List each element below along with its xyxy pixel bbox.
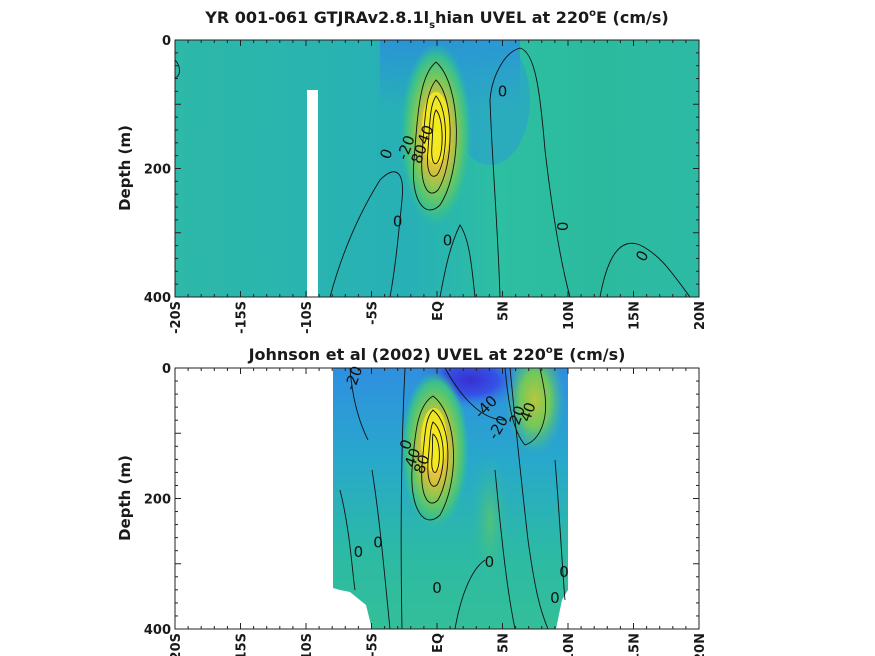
x-tick-label: -15S xyxy=(235,301,250,334)
x-tick-label: 15N xyxy=(628,301,643,330)
x-tick-label: -20S xyxy=(169,301,184,334)
bottom-x-tick-marks xyxy=(174,367,700,630)
top-title-end: E (cm/s) xyxy=(596,8,669,27)
x-tick-label: 10N xyxy=(562,301,577,330)
bottom-title-degree: o xyxy=(546,345,553,356)
top-chart-title: YR 001-061 GTJRAv2.8.1lshian UVEL at 220… xyxy=(204,8,668,31)
contour-label: 80 xyxy=(407,142,430,166)
bottom-title-end: E (cm/s) xyxy=(553,345,626,364)
top-heatmap xyxy=(175,40,699,297)
x-tick-label: 20N xyxy=(693,301,708,330)
x-tick-label: -5S xyxy=(366,301,381,325)
bottom-chart-title: Johnson et al (2002) UVEL at 220oE (cm/s… xyxy=(248,345,626,364)
contour-label: 0 xyxy=(559,563,569,581)
x-tick-label: EQ xyxy=(431,301,446,321)
y-tick-label: 400 xyxy=(144,291,171,306)
top-title-sub: s xyxy=(429,20,435,31)
x-tick-label: 20N xyxy=(693,633,708,656)
top-x-tick-labels: -20S -15S -10S -5S EQ 5N 10N 15N 20N xyxy=(169,301,708,334)
contour-label: 40 xyxy=(516,400,539,424)
contour-label: 0 xyxy=(498,83,508,101)
x-tick-label: 5N xyxy=(497,301,512,321)
contour-label: 0 xyxy=(432,579,442,597)
contour-label: 0 xyxy=(554,222,572,232)
contour-label: 0 xyxy=(443,232,453,250)
top-y-tick-labels: 0 200 400 xyxy=(144,34,171,306)
contour-label: 0 xyxy=(393,212,403,230)
x-tick-label: 10N xyxy=(562,633,577,656)
x-tick-label: -20S xyxy=(169,633,184,656)
contour-label: 80 xyxy=(410,452,433,476)
top-title-main: YR 001-061 GTJRAv2.8.1l xyxy=(204,8,429,27)
x-tick-label: -10S xyxy=(300,301,315,334)
top-y-axis-label: Depth (m) xyxy=(116,125,134,211)
top-title-degree: o xyxy=(589,8,596,19)
y-tick-label: 200 xyxy=(144,163,171,178)
contour-label: 40 xyxy=(414,123,437,147)
contour-label: 0 xyxy=(373,533,383,551)
top-x-tick-marks xyxy=(174,39,700,298)
bottom-title-main: Johnson et al (2002) UVEL at 220 xyxy=(248,345,546,364)
contour-label: 40 xyxy=(401,446,424,470)
x-tick-label: 5N xyxy=(497,633,512,653)
x-tick-label: -10S xyxy=(300,633,315,656)
contour-label: 0 xyxy=(354,543,364,561)
x-tick-label: EQ xyxy=(431,633,446,653)
bottom-y-tick-labels: 0 200 400 xyxy=(144,362,171,638)
contour-label: 20 xyxy=(506,403,529,427)
y-tick-label: 200 xyxy=(144,493,171,508)
y-tick-label: 400 xyxy=(144,623,171,638)
bottom-x-tick-labels: -20S -15S -10S -5S EQ 5N 10N 15N 20N xyxy=(169,633,708,656)
bottom-y-axis-label: Depth (m) xyxy=(116,455,134,541)
bottom-heatmap xyxy=(333,368,568,629)
x-tick-label: 15N xyxy=(628,633,643,656)
top-title-rest: hian UVEL at 220 xyxy=(435,8,589,27)
contour-label: 0 xyxy=(485,553,495,571)
x-tick-label: -15S xyxy=(235,633,250,656)
contour-label: 0 xyxy=(550,589,560,607)
x-tick-label: -5S xyxy=(366,633,381,656)
y-tick-label: 0 xyxy=(162,362,171,377)
y-tick-label: 0 xyxy=(162,34,171,49)
